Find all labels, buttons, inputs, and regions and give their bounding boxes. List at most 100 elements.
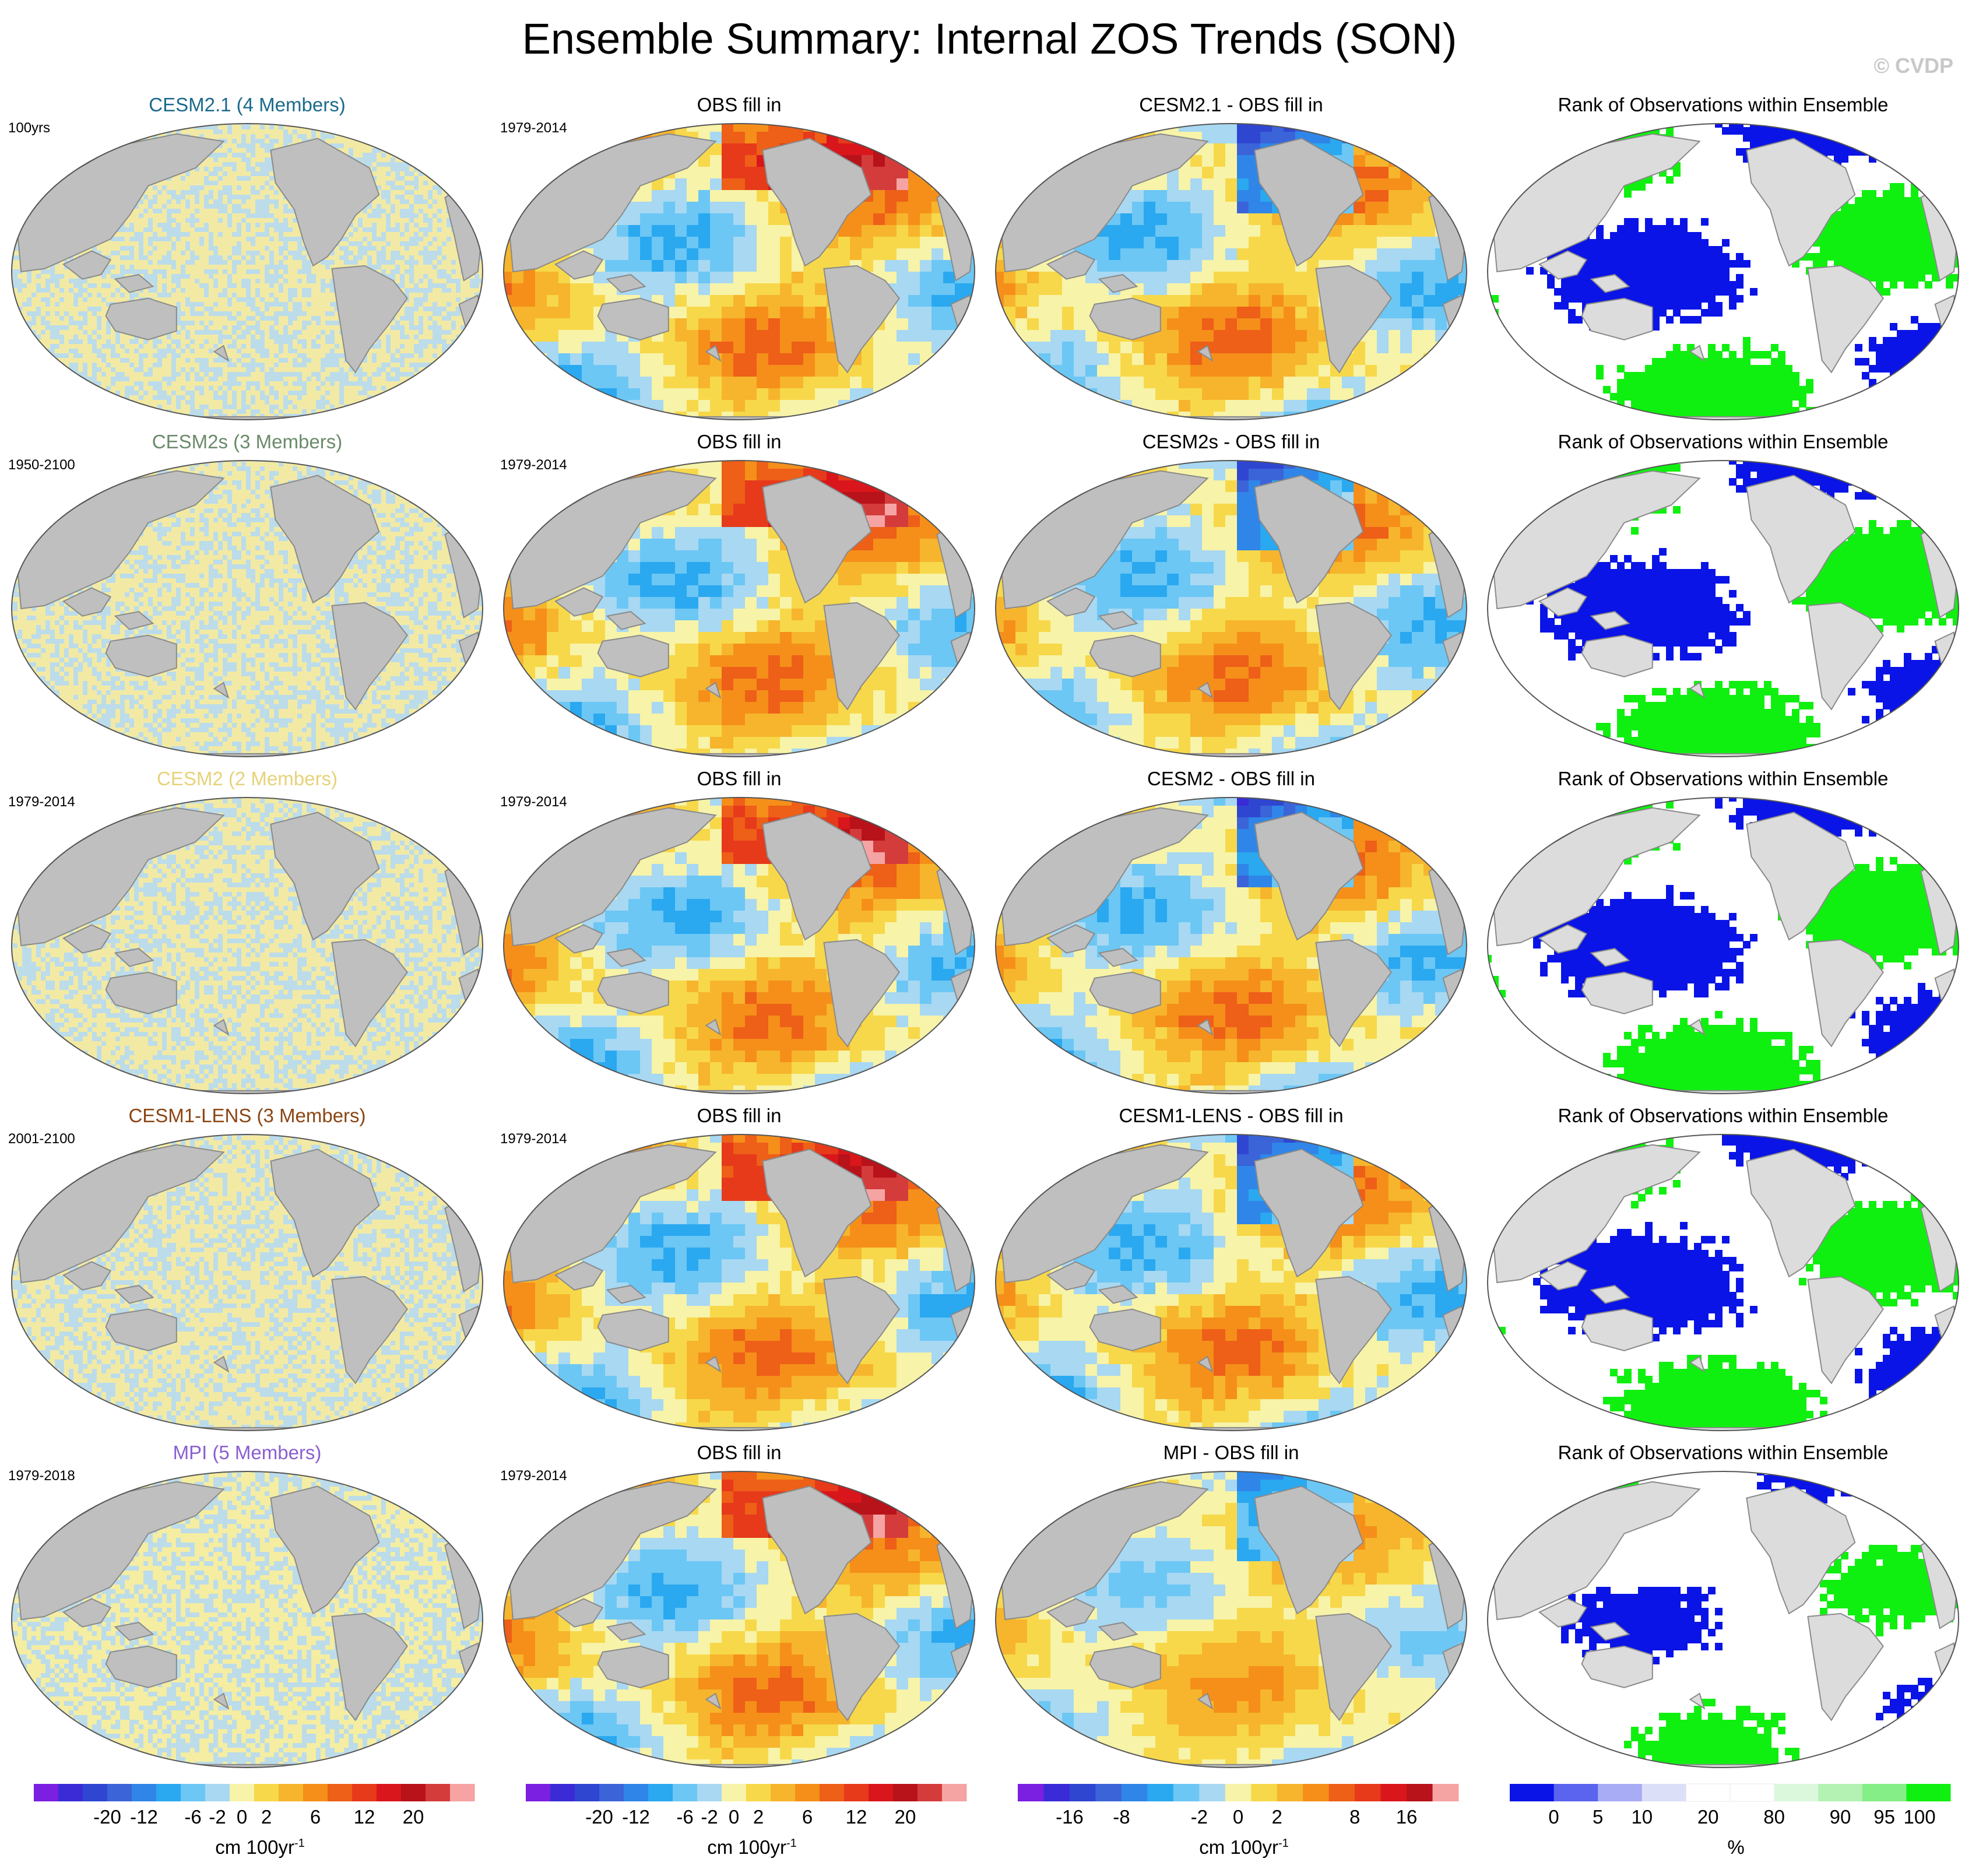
- land-mass: [392, 803, 447, 837]
- map-panel-obs: OBS fill in 1979-2014: [500, 1441, 978, 1779]
- land-mass: [1868, 1477, 1922, 1511]
- land-mass: [1590, 274, 1630, 293]
- land-mass: [1089, 297, 1161, 340]
- colorbar-tick-label: -20: [585, 1806, 613, 1828]
- land-mass: [1538, 1261, 1588, 1291]
- map-outline: [995, 797, 1467, 1094]
- map-outline: [11, 797, 483, 1094]
- land-mass: [105, 971, 177, 1014]
- colorbar-swatch: [1553, 1784, 1598, 1801]
- land-mass: [762, 138, 872, 267]
- colorbar-tick-label: 2: [753, 1806, 764, 1828]
- land-mass: [705, 1018, 722, 1036]
- land-mass: [1746, 811, 1856, 941]
- map-plot: [11, 797, 483, 1094]
- map-outline: [1487, 123, 1959, 420]
- colorbar-units: cm 100yr-1: [525, 1836, 979, 1859]
- panel-title: CESM2.1 (4 Members): [8, 93, 486, 117]
- land-mass: [1581, 634, 1653, 677]
- map-outline: [995, 1134, 1467, 1431]
- panel-title: MPI - OBS fill in: [992, 1441, 1470, 1464]
- map-plot: [503, 1471, 975, 1768]
- colorbar-tick-label: 2: [261, 1806, 272, 1828]
- land-mass: [554, 250, 604, 280]
- land-mass: [1590, 1285, 1630, 1304]
- colorbar-swatch: [1069, 1784, 1096, 1801]
- land-mass: [392, 1477, 447, 1511]
- map-outline: [995, 1471, 1467, 1768]
- map-plot: [11, 460, 483, 757]
- panel-title: Rank of Observations within Ensemble: [1484, 1104, 1962, 1127]
- map-plot: [995, 1134, 1467, 1431]
- land-mass: [331, 1612, 408, 1722]
- colorbar-swatch: [352, 1784, 377, 1801]
- land-mass: [1689, 1692, 1706, 1710]
- land-mass: [606, 1622, 646, 1641]
- land-mass: [105, 1308, 177, 1351]
- land-mass: [1197, 1018, 1214, 1036]
- land-mass: [1089, 1645, 1161, 1688]
- land-mass: [392, 1140, 447, 1174]
- land-mass: [1581, 971, 1653, 1014]
- colorbar-swatch: [771, 1784, 796, 1801]
- land-mass: [823, 602, 900, 711]
- map-plot: [1487, 797, 1959, 1094]
- land-mass: [1315, 265, 1392, 374]
- map-plot: [11, 1134, 483, 1431]
- colorbar-swatch: [205, 1784, 230, 1801]
- panel-title: Rank of Observations within Ensemble: [1484, 1441, 1962, 1464]
- land-mass: [606, 611, 646, 630]
- colorbar-tick-label: -2: [209, 1806, 226, 1828]
- land-mass: [823, 1276, 900, 1385]
- colorbar-tick-label: 12: [846, 1806, 867, 1828]
- colorbar-swatch: [1685, 1783, 1731, 1802]
- panel-title: CESM2s (3 Members): [8, 430, 486, 454]
- panel-title: CESM2.1 - OBS fill in: [992, 93, 1470, 117]
- panel-period-label: 1950-2100: [8, 457, 75, 473]
- colorbar-tick-label: 80: [1763, 1806, 1785, 1828]
- land-mass: [1376, 129, 1430, 163]
- colorbar-tick-label: -16: [1056, 1806, 1084, 1828]
- land-mass: [1197, 1355, 1214, 1373]
- land-mass: [1098, 611, 1138, 630]
- colorbar-tick-label: 6: [802, 1806, 813, 1828]
- land-mass: [1254, 475, 1364, 604]
- panel-period-label: 1979-2014: [500, 794, 567, 810]
- colorbar-swatch: [58, 1784, 83, 1801]
- land-mass: [1089, 634, 1161, 677]
- colorbar-tick-label: 20: [403, 1806, 424, 1828]
- land-mass: [1376, 1477, 1430, 1511]
- map-panel-model: CESM2 (2 Members) 1979-2014: [8, 767, 486, 1105]
- colorbar-swatch: [156, 1784, 181, 1801]
- map-plot: [995, 797, 1467, 1094]
- map-panel-obs: OBS fill in 1979-2014: [500, 430, 978, 768]
- map-panel-diff: CESM2s - OBS fill in: [992, 430, 1470, 768]
- land-mass: [1590, 948, 1630, 967]
- map-outline: [11, 1471, 483, 1768]
- colorbar-tick-label: 2: [1272, 1806, 1282, 1828]
- page-title: Ensemble Summary: Internal ZOS Trends (S…: [0, 13, 1979, 65]
- colorbar-swatch: [1225, 1784, 1252, 1801]
- land-mass: [554, 587, 604, 617]
- land-mass: [331, 265, 408, 374]
- colorbar-tick-label: -20: [93, 1806, 121, 1828]
- land-mass: [270, 475, 380, 604]
- land-mass: [1746, 1485, 1856, 1615]
- colorbar-swatch: [599, 1784, 624, 1801]
- map-outline: [503, 123, 975, 420]
- colorbar-swatch: [624, 1784, 649, 1801]
- land-mass: [270, 1485, 380, 1615]
- land-mass: [1315, 602, 1392, 711]
- panel-title: OBS fill in: [500, 93, 978, 117]
- land-mass: [1807, 1612, 1884, 1722]
- colorbar-tick-label: -6: [184, 1806, 201, 1828]
- land-mass: [1254, 811, 1364, 941]
- land-mass: [1590, 1622, 1630, 1641]
- land-mass: [1254, 138, 1364, 267]
- colorbar-tick-label: 0: [237, 1806, 247, 1828]
- land-mass: [62, 924, 112, 954]
- land-mass: [1581, 297, 1653, 340]
- panel-title: OBS fill in: [500, 767, 978, 791]
- land-mass: [1046, 587, 1096, 617]
- land-mass: [1098, 948, 1138, 967]
